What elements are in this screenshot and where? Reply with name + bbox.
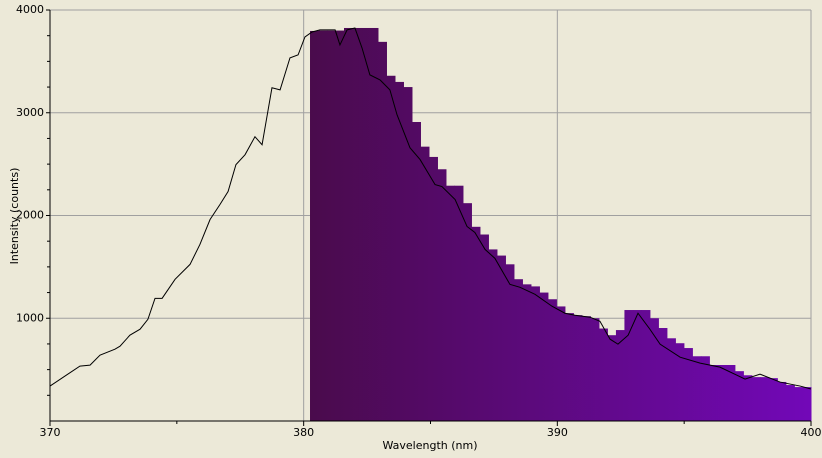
bar [768, 378, 778, 421]
bar [590, 318, 600, 421]
bar [386, 75, 396, 421]
bar [377, 41, 387, 421]
bar [683, 348, 693, 421]
bar [802, 387, 812, 421]
bar [734, 371, 744, 421]
bar [352, 27, 362, 421]
bar [675, 343, 685, 421]
bar [411, 121, 421, 421]
x-tick-label: 390 [547, 426, 568, 439]
y-tick-label: 4000 [16, 3, 44, 16]
bar [760, 377, 770, 421]
bar [318, 30, 328, 422]
bar [556, 306, 566, 421]
bar [658, 328, 668, 421]
y-tick-label: 3000 [16, 106, 44, 119]
bar [327, 30, 337, 422]
bar [428, 156, 438, 421]
bar [777, 381, 787, 421]
bar [369, 27, 379, 421]
bar [632, 310, 642, 421]
bar [310, 30, 320, 422]
bar [624, 310, 634, 421]
bar [335, 30, 345, 422]
bar [709, 365, 719, 421]
y-tick-label: 1000 [16, 311, 44, 324]
bar [437, 169, 447, 421]
bar [581, 316, 591, 421]
x-tick-label: 400 [801, 426, 822, 439]
bar [539, 292, 549, 421]
bar [641, 310, 651, 421]
bar [403, 87, 413, 421]
bar [488, 249, 498, 421]
spectrum-line [49, 27, 812, 390]
bar [505, 264, 515, 421]
bar [717, 365, 727, 421]
x-tick-label: 370 [40, 426, 61, 439]
bar [479, 234, 489, 421]
bar [547, 299, 557, 421]
bar [666, 338, 676, 421]
bar [454, 185, 464, 421]
x-tick-label: 380 [293, 426, 314, 439]
bar [513, 279, 523, 421]
bar [743, 375, 753, 421]
bar [785, 385, 795, 421]
bar [607, 335, 617, 421]
bar [445, 185, 455, 421]
bar [700, 356, 710, 421]
bar [598, 328, 608, 421]
bar [726, 365, 736, 421]
bar [471, 226, 481, 421]
bar [751, 377, 761, 421]
bar [794, 387, 804, 421]
bar [522, 284, 532, 421]
bar [394, 81, 404, 422]
bar [649, 318, 659, 421]
bar [496, 255, 506, 421]
bar [360, 27, 370, 421]
bar [615, 330, 625, 421]
y-axis-label: Intensity (counts) [8, 168, 21, 265]
bar [343, 27, 353, 421]
bar [530, 286, 540, 421]
x-axis-label: Wavelength (nm) [382, 439, 477, 452]
bar [564, 313, 574, 421]
bar [692, 356, 702, 421]
bar [462, 203, 472, 421]
bar [420, 146, 430, 421]
bar [573, 315, 583, 421]
y-tick-label: 2000 [16, 209, 44, 222]
